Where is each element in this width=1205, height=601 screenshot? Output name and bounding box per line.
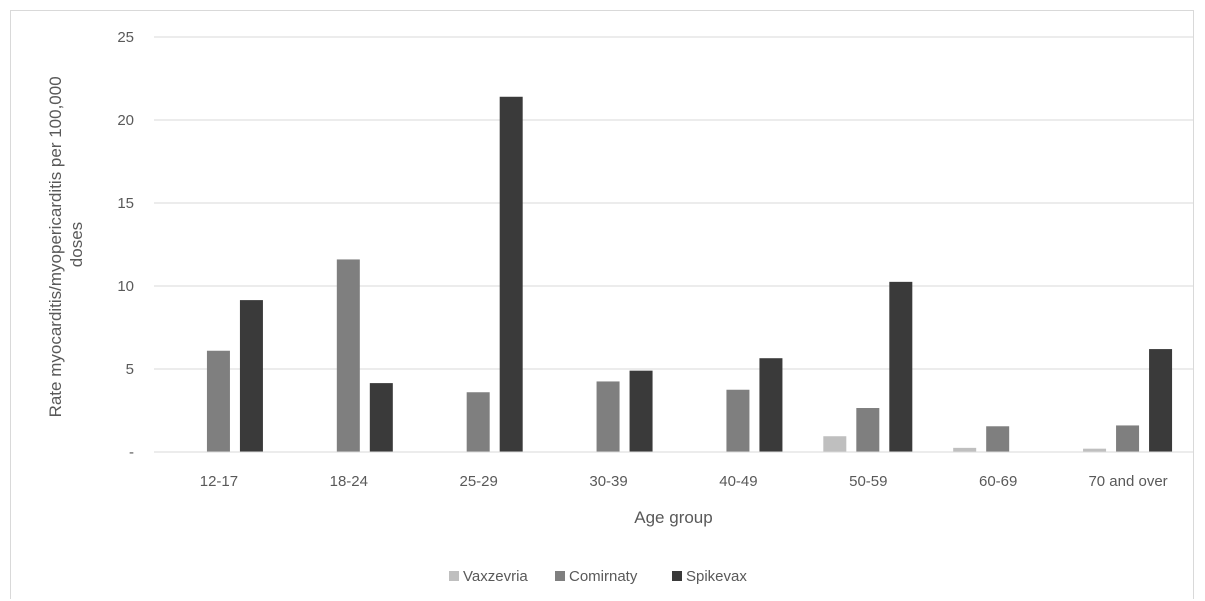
bar-vaxzevria-50-59	[823, 436, 847, 452]
legend-swatch-spikevax	[672, 571, 682, 581]
y-tick-label: 10	[117, 278, 134, 295]
bar-spikevax-25-29	[499, 96, 523, 452]
legend-swatch-comirnaty	[555, 571, 565, 581]
bar-spikevax-50-59	[889, 281, 913, 452]
bar-comirnaty-40-49	[726, 389, 750, 452]
legend-label-comirnaty: Comirnaty	[569, 568, 638, 585]
x-tick-label: 18-24	[330, 473, 368, 490]
legend-swatch-vaxzevria	[449, 571, 459, 581]
x-tick-label: 25-29	[460, 473, 498, 490]
gridlines	[154, 36, 1193, 370]
y-axis-title-line-1: Rate myocarditis/myopericarditis per 100…	[46, 76, 65, 417]
x-tick-label: 30-39	[589, 473, 627, 490]
x-tick-label: 60-69	[979, 473, 1017, 490]
bars	[206, 96, 1173, 452]
bar-comirnaty-50-59	[856, 408, 880, 452]
bar-spikevax-18-24	[369, 383, 393, 452]
y-axis-title: Rate myocarditis/myopericarditis per 100…	[46, 72, 86, 418]
y-tick-label: -	[129, 444, 134, 461]
y-tick-label: 25	[117, 29, 134, 46]
bar-comirnaty-18-24	[336, 259, 360, 452]
bar-spikevax-70-and-over	[1149, 349, 1173, 452]
legend: Vaxzevria Comirnaty Spikevax	[449, 568, 747, 585]
bar-comirnaty-70-and-over	[1116, 425, 1140, 452]
x-tick-label: 70 and over	[1088, 473, 1167, 490]
x-axis-title: Age group	[634, 508, 712, 527]
bar-vaxzevria-70-and-over	[1083, 448, 1107, 452]
bar-vaxzevria-60-69	[953, 447, 977, 452]
y-axis-ticks: - 5 10 15 20 25	[117, 29, 134, 461]
bar-spikevax-12-17	[239, 300, 263, 452]
x-tick-label: 50-59	[849, 473, 887, 490]
y-tick-label: 20	[117, 112, 134, 129]
bar-comirnaty-30-39	[596, 381, 620, 452]
bar-comirnaty-60-69	[986, 426, 1010, 452]
chart-frame	[10, 10, 1194, 599]
x-tick-label: 12-17	[200, 473, 238, 490]
y-axis-title-line-2: doses	[67, 222, 86, 267]
x-axis-ticks: 12-17 18-24 25-29 30-39 40-49 50-59 60-69 70 an…	[200, 473, 1168, 490]
bar-spikevax-40-49	[759, 358, 783, 452]
x-tick-label: 40-49	[719, 473, 757, 490]
y-tick-label: 5	[126, 361, 134, 378]
legend-label-vaxzevria: Vaxzevria	[463, 568, 528, 585]
bar-spikevax-30-39	[629, 370, 653, 452]
bar-comirnaty-12-17	[206, 350, 230, 452]
y-tick-label: 15	[117, 195, 134, 212]
bar-comirnaty-25-29	[466, 392, 490, 452]
legend-label-spikevax: Spikevax	[686, 568, 747, 585]
